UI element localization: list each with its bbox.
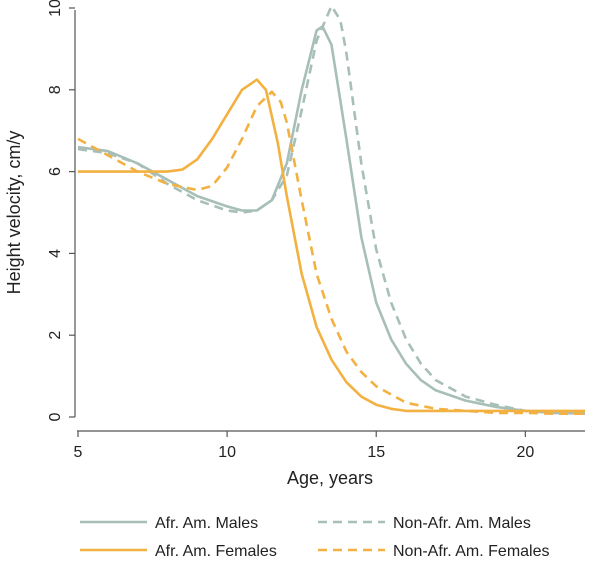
y-tick-label: 6 [47,167,64,176]
legend-label: Afr. Am. Females [155,543,277,560]
series-line-afr-am-males [77,25,585,415]
legend-label: Non-Afr. Am. Males [393,515,531,532]
x-axis-title: Age, years [287,468,373,488]
y-tick-label: 8 [47,85,64,94]
x-tick-label: 20 [516,444,534,461]
y-axis-title: Height velocity, cm/y [4,131,24,295]
series-line-non-afr-am-males [77,4,586,415]
series-line-afr-am-females [78,78,585,413]
series-lines [77,4,586,415]
series-line-non-afr-am-females [77,90,585,415]
legend-label: Non-Afr. Am. Females [393,543,550,560]
y-tick-label: 4 [47,249,64,258]
legend-label: Afr. Am. Males [155,515,258,532]
axes: 0 2 4 6 8 10 5 10 15 20 [47,0,585,461]
y-tick-label: 10 [47,0,64,17]
y-tick-label: 0 [47,412,64,421]
legend: Afr. Am. Males Non-Afr. Am. Males Afr. Am.… [73,496,598,564]
x-tick-label: 10 [218,444,236,461]
y-tick-label: 2 [47,331,64,340]
x-tick-label: 15 [367,444,385,461]
legend-box [73,496,598,564]
x-tick-label: 5 [74,444,83,461]
